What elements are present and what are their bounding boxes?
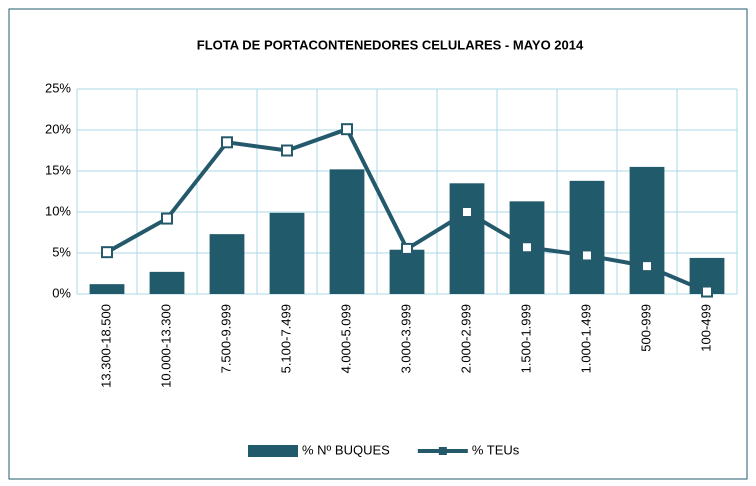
bar <box>89 284 125 294</box>
x-tick-label: 3.000-3.999 <box>398 304 413 373</box>
y-tick-label: 15% <box>45 162 71 177</box>
legend-label: % Nº BUQUES <box>302 442 390 457</box>
chart-title: FLOTA DE PORTACONTENEDORES CELULARES - M… <box>197 37 584 52</box>
line-marker <box>701 285 713 298</box>
line-marker <box>101 246 113 259</box>
chart-border <box>8 8 748 480</box>
x-tick-label: 500-999 <box>638 304 653 352</box>
bar <box>629 166 665 294</box>
line-marker <box>401 242 413 255</box>
y-tick-label: 25% <box>45 80 71 95</box>
legend-swatch <box>248 445 298 457</box>
x-tick-label: 10.000-13.300 <box>158 304 173 388</box>
x-tick-label: 13.300-18.500 <box>98 304 113 388</box>
bar <box>269 212 305 294</box>
bar <box>329 169 365 294</box>
line-marker <box>641 260 653 273</box>
bar <box>449 183 485 294</box>
line-marker <box>281 144 293 157</box>
x-tick-label: 1.000-1.499 <box>578 304 593 373</box>
x-tick-label: 7.500-9.999 <box>218 304 233 373</box>
legend-label: % TEUs <box>472 442 520 457</box>
x-tick-label: 2.000-2.999 <box>458 304 473 373</box>
bar <box>569 180 605 294</box>
x-tick-label: 5.100-7.499 <box>278 304 293 373</box>
x-tick-label: 4.000-5.099 <box>338 304 353 373</box>
bar <box>209 234 245 294</box>
y-tick-label: 20% <box>45 121 71 136</box>
x-tick-label: 100-499 <box>698 304 713 352</box>
line-marker <box>161 212 173 225</box>
bar <box>389 249 425 294</box>
line-marker <box>581 249 593 262</box>
line-marker <box>521 241 533 254</box>
x-tick-label: 1.500-1.999 <box>518 304 533 373</box>
line-marker <box>341 123 353 136</box>
y-tick-label: 5% <box>52 244 71 259</box>
line-marker <box>221 136 233 149</box>
legend-swatch-marker <box>438 447 447 455</box>
line-marker <box>461 206 473 218</box>
y-tick-label: 10% <box>45 203 71 218</box>
y-tick-label: 0% <box>52 285 71 300</box>
bar <box>149 271 185 294</box>
